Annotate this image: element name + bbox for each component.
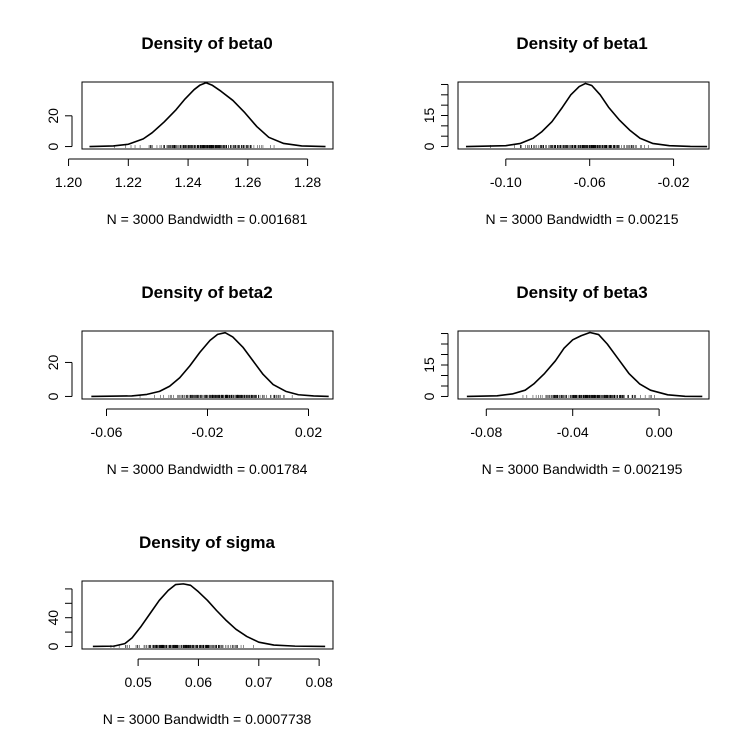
x-tick-label: 0.07 [245,674,272,690]
density-line [466,331,703,398]
chart-title: Density of beta3 [516,283,647,302]
y-tick-label: 0 [45,392,61,400]
panel-beta3: Density of beta3 N = 3000 Bandwidth = 0.… [421,283,710,477]
y-tick-label: 0 [421,392,437,400]
y-tick-label: 15 [421,357,437,373]
x-tick-label: 0.05 [124,674,151,690]
rug-marks [139,394,293,398]
panel-beta1: Density of beta1 N = 3000 Bandwidth = 0.… [421,34,710,227]
x-tick-label: 0.06 [185,674,212,690]
chart-title: Density of beta1 [516,34,647,53]
density-line [465,82,708,148]
x-axis-label: N = 3000 Bandwidth = 0.001784 [107,461,308,477]
x-tick-label: 1.20 [55,174,82,190]
x-tick-label: 1.24 [174,174,201,190]
plot-frame [457,81,710,150]
x-tick-label: -0.02 [192,424,224,440]
x-tick-label: 1.26 [234,174,261,190]
density-line [91,331,329,398]
x-tick-label: -0.06 [91,424,123,440]
x-tick-label: -0.10 [490,174,522,190]
density-line [92,583,326,648]
panel-sigma: Density of sigma N = 3000 Bandwidth = 0.… [45,533,334,727]
plot-frame [81,81,334,150]
y-tick-label: 20 [45,108,61,124]
rug-marks [522,394,655,398]
y-tick-label: 0 [45,142,61,150]
density-line [89,81,326,148]
x-tick-label: 1.22 [115,174,142,190]
plot-frame [81,330,334,400]
rug-marks [490,145,649,149]
plot-frame [81,580,334,650]
panel-beta2: Density of beta2 N = 3000 Bandwidth = 0.… [45,283,334,477]
y-tick-label: 20 [45,354,61,370]
chart-title: Density of beta0 [141,34,272,53]
x-tick-label: -0.08 [470,424,502,440]
x-axis-label: N = 3000 Bandwidth = 0.001681 [107,211,308,227]
x-tick-label: -0.02 [658,174,690,190]
x-tick-label: 0.02 [295,424,322,440]
chart-title: Density of beta2 [141,283,272,302]
x-tick-label: 0.08 [305,674,332,690]
y-tick-label: 40 [45,610,61,626]
rug-marks [110,644,254,648]
x-axis-label: N = 3000 Bandwidth = 0.00215 [485,211,678,227]
y-tick-label: 0 [421,142,437,150]
y-tick-label: 0 [45,642,61,650]
x-axis-label: N = 3000 Bandwidth = 0.002195 [482,461,683,477]
x-tick-label: -0.06 [574,174,606,190]
x-axis-label: N = 3000 Bandwidth = 0.0007738 [103,711,312,727]
chart-title: Density of sigma [139,533,276,552]
y-tick-label: 15 [421,108,437,124]
rug-marks [114,145,275,149]
x-tick-label: 0.00 [645,424,672,440]
x-tick-label: -0.04 [557,424,589,440]
panel-beta0: Density of beta0 N = 3000 Bandwidth = 0.… [45,34,334,227]
x-tick-label: 1.28 [294,174,321,190]
plot-frame [457,330,710,400]
